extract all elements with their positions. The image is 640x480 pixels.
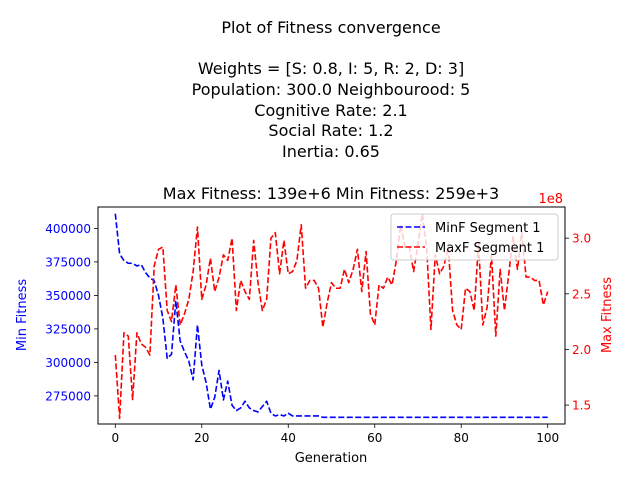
y-axis-right: 1.5 2.0 2.5 3.0 <box>565 232 591 413</box>
x-tick-label: 0 <box>111 431 119 445</box>
y-right-tick-label: 2.5 <box>572 287 591 301</box>
x-tick-label: 20 <box>194 431 209 445</box>
y-left-tick-label: 275000 <box>45 389 91 403</box>
y-left-tick-label: 300000 <box>45 356 91 370</box>
legend: MinF Segment 1 MaxF Segment 1 <box>390 213 559 261</box>
series-line-minf <box>114 213 548 419</box>
legend-label-minf: MinF Segment 1 <box>435 221 541 236</box>
x-tick-label: 40 <box>281 431 296 445</box>
y-right-tick-label: 1.5 <box>572 399 591 413</box>
x-tick-label: 100 <box>536 431 559 445</box>
y-right-tick-label: 2.0 <box>572 343 591 357</box>
y-left-tick-label: 400000 <box>45 222 91 236</box>
x-axis-label: Generation <box>295 451 368 466</box>
y-axis-right-offset-label: 1e8 <box>538 192 563 207</box>
x-tick-label: 80 <box>454 431 469 445</box>
y-left-tick-label: 375000 <box>45 255 91 269</box>
plot-frame <box>97 206 566 425</box>
x-tick-label: 60 <box>367 431 382 445</box>
legend-box <box>390 213 559 261</box>
title-line-4: Population: 300.0 Neighbourood: 5 <box>192 80 471 99</box>
chart-title: Plot of Fitness convergence Weights = [S… <box>163 18 499 203</box>
plot-lines <box>114 212 549 420</box>
title-line-9: Max Fitness: 139e+6 Min Fitness: 259e+3 <box>163 184 499 203</box>
title-line-7: Inertia: 0.65 <box>282 142 380 161</box>
title-line-5: Cognitive Rate: 2.1 <box>254 101 407 120</box>
y-right-tick-label: 3.0 <box>572 232 591 246</box>
x-axis: 0 20 40 60 80 100 <box>111 424 559 445</box>
title-line-6: Social Rate: 1.2 <box>268 121 393 140</box>
y-axis-right-label: Max Fitness <box>600 277 615 353</box>
legend-label-maxf: MaxF Segment 1 <box>435 241 544 256</box>
title-line-3: Weights = [S: 0.8, I: 5, R: 2, D: 3] <box>198 59 464 78</box>
y-axis-left: 275000 300000 325000 350000 375000 400000 <box>45 222 98 403</box>
y-axis-left-label: Min Fitness <box>15 279 30 351</box>
title-line-1: Plot of Fitness convergence <box>221 18 440 37</box>
y-left-tick-label: 325000 <box>45 322 91 336</box>
series-line-maxf <box>114 212 549 420</box>
y-left-tick-label: 350000 <box>45 289 91 303</box>
